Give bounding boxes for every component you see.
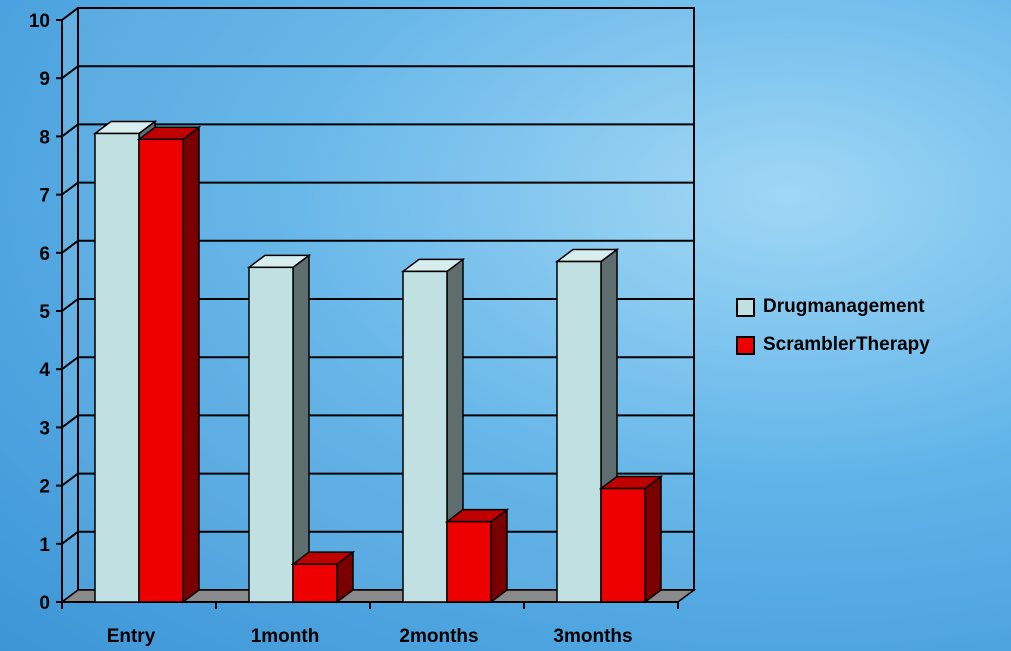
bar-scrambler-therapy-1 [293,552,353,602]
bar-front-face [249,267,293,602]
y-tick-label: 8 [39,127,50,148]
y-tick-label: 6 [39,244,50,265]
legend: Drugmanagement ScramblerTherapy [736,288,1006,364]
bar-front-face [557,262,601,602]
x-tick-label: 1month [251,626,320,647]
bar-front-face [403,271,447,602]
bar-front-face [601,489,645,602]
bar-front-face [293,564,337,602]
legend-swatch-drug-management [736,298,755,317]
bar-scrambler-therapy-3 [601,477,661,602]
bar-side-face [183,127,199,602]
y-tick-label: 10 [29,11,50,32]
y-tick-label: 7 [39,186,50,207]
y-tick-label: 4 [39,360,50,381]
bar-scrambler-therapy-0 [139,127,199,602]
bar-drug-management-1 [249,255,309,602]
x-tick-label: 2months [399,626,478,647]
bar-side-face [491,510,507,602]
legend-label-drug-management: Drugmanagement [763,296,925,318]
y-tick-label: 2 [39,477,50,498]
y-tick-label: 1 [39,535,50,556]
x-axis-ticks: Entry 1month 2months 3months [62,602,678,647]
legend-swatch-scrambler-therapy [736,336,755,355]
x-tick-label: Entry [107,626,156,647]
bar-front-face [95,133,139,602]
legend-item-drug-management: Drugmanagement [736,288,1006,326]
y-tick-label: 9 [39,69,50,90]
bar-side-face [293,255,309,602]
bar-side-face [645,477,661,602]
bar-front-face [447,522,491,602]
bar-front-face [139,139,183,602]
y-tick-label: 3 [39,418,50,439]
legend-item-scrambler-therapy: ScramblerTherapy [736,326,1006,364]
y-tick-label: 5 [39,302,50,323]
y-tick-label: 0 [39,593,50,614]
y-axis-ticks: 0 1 2 3 4 5 6 7 8 9 10 [29,11,62,614]
bar-scrambler-therapy-2 [447,510,507,602]
x-tick-label: 3months [553,626,632,647]
legend-label-scrambler-therapy: ScramblerTherapy [763,334,930,356]
